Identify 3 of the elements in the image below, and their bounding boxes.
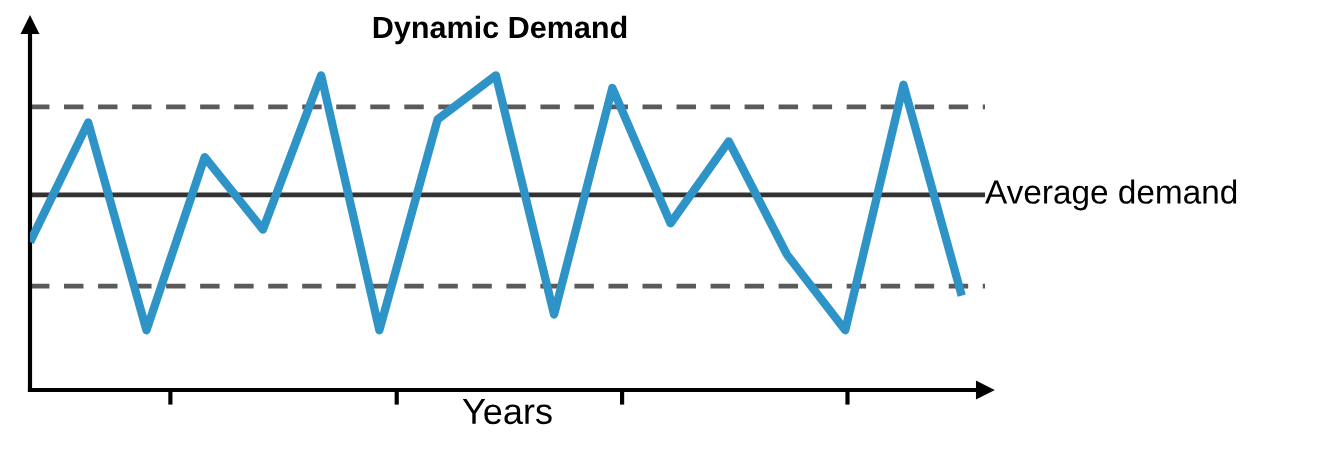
x-axis-title: Years	[462, 398, 552, 425]
ref-line-label: Average demand	[985, 179, 1237, 211]
chart-title: Dynamic Demand	[373, 15, 627, 45]
